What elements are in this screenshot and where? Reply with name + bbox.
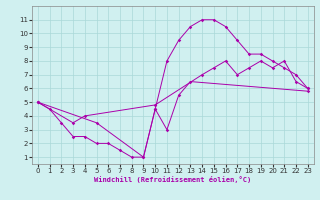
X-axis label: Windchill (Refroidissement éolien,°C): Windchill (Refroidissement éolien,°C) xyxy=(94,176,252,183)
